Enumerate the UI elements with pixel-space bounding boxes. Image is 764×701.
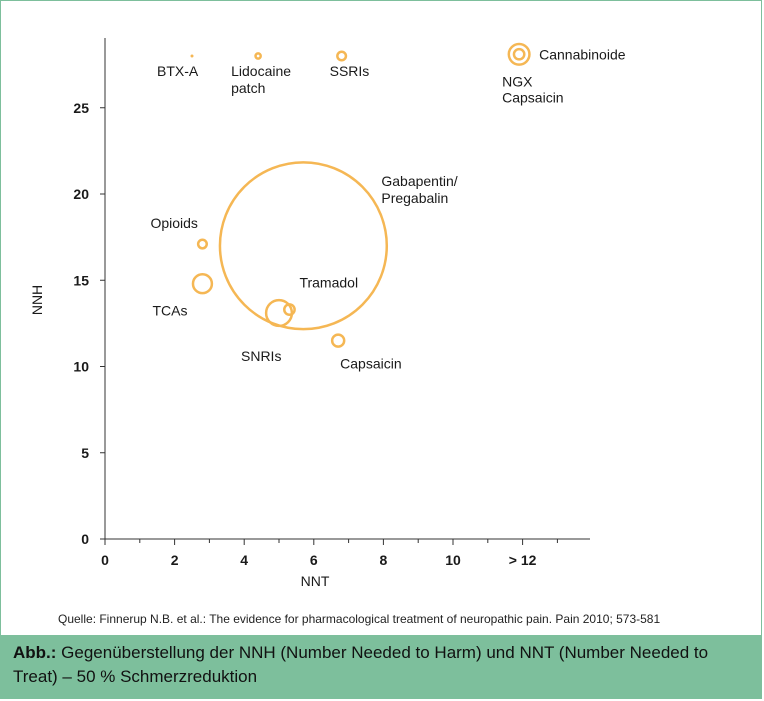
- bubble-gabapentin-pregabalin: [218, 161, 389, 331]
- x-tick-label: 8: [380, 552, 388, 568]
- ticks: 0 2 4 6 8 10 > 12 0 5 10 15 20 25: [73, 100, 558, 568]
- x-tick-label: 2: [171, 552, 179, 568]
- label-ngx-capsaicin: Capsaicin: [502, 89, 563, 105]
- bubble-chart: 0 2 4 6 8 10 > 12 0 5 10 15 20 25 BTX-A Lidocainepatc…: [29, 38, 626, 589]
- bubble-cannabinoide: [507, 42, 531, 66]
- bubbles: [190, 42, 531, 348]
- y-axis-title: NNH: [29, 285, 45, 315]
- y-tick-label: 15: [73, 272, 89, 288]
- x-tick-label: 0: [101, 552, 109, 568]
- y-tick-label: 0: [81, 531, 89, 547]
- bubble-btx-a: [190, 54, 194, 58]
- label-btx-a: BTX-A: [157, 63, 199, 79]
- x-tick-label: > 12: [509, 552, 537, 568]
- y-tick-label: 25: [73, 100, 89, 116]
- bubble-opioids: [196, 238, 208, 250]
- bubble-tcas: [191, 272, 214, 295]
- label-capsaicin: Capsaicin: [340, 356, 401, 372]
- y-tick-label: 20: [73, 186, 89, 202]
- bubble-labels: BTX-A LidocainepatchSSRIsCannabinoideNGXC…: [150, 46, 625, 371]
- label-ngx-capsaicin: NGX: [502, 73, 533, 89]
- y-tick-label: 10: [73, 359, 89, 375]
- label-gabapentin-pregabalin: Gabapentin/: [381, 173, 457, 189]
- label-ssris: SSRIs: [330, 63, 370, 79]
- axes: [104, 38, 590, 540]
- label-tramadol: Tramadol: [299, 275, 358, 291]
- caption-prefix: Abb.:: [13, 643, 57, 662]
- label-lidocaine-patch: Lidocaine: [231, 63, 291, 79]
- x-axis-title: NNT: [301, 573, 330, 589]
- bubble-ngx-capsaicin: [512, 47, 526, 61]
- figure-caption: Abb.: Gegenüberstellung der NNH (Number …: [1, 635, 761, 698]
- bubble-lidocaine-patch: [254, 52, 262, 60]
- label-snris: SNRIs: [241, 348, 281, 364]
- label-cannabinoide: Cannabinoide: [539, 46, 626, 62]
- bubble-capsaicin: [330, 333, 346, 348]
- label-tcas: TCAs: [152, 303, 187, 319]
- label-opioids: Opioids: [150, 215, 197, 231]
- x-tick-label: 4: [240, 552, 248, 568]
- y-tick-label: 5: [81, 445, 89, 461]
- x-tick-label: 6: [310, 552, 318, 568]
- label-lidocaine-patch: patch: [231, 80, 265, 96]
- bubble-snris: [264, 298, 294, 328]
- bubble-ssris: [336, 50, 348, 62]
- label-gabapentin-pregabalin: Pregabalin: [381, 190, 448, 206]
- source-citation: Quelle: Finnerup N.B. et al.: The eviden…: [58, 612, 661, 626]
- x-tick-label: 10: [445, 552, 461, 568]
- caption-text: Gegenüberstellung der NNH (Number Needed…: [13, 643, 709, 686]
